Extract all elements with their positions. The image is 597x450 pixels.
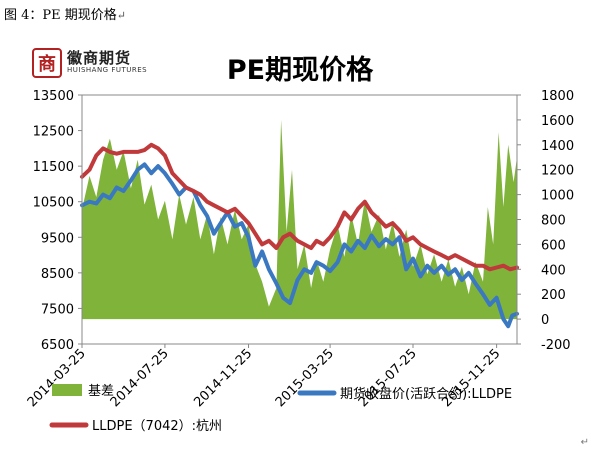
y-right-tick-label: 1200 [541, 164, 574, 179]
y-left-tick-label: 12500 [33, 125, 74, 140]
logo-name-cn: 徽商期货 [67, 49, 132, 68]
plot-area [80, 94, 519, 345]
legend-item-futures: 期货收盘价(活跃合约):LLDPE [297, 386, 512, 402]
legend-item-spot: LLDPE（7042）:杭州 [49, 419, 222, 434]
series-line-spot [80, 142, 519, 272]
company-logo: 商 徽商期货 HUISHANG FUTURES [32, 48, 147, 78]
y-right-tick-label: 200 [541, 288, 566, 303]
legend-item-basis: 基差 [52, 384, 114, 399]
y-right-tick-label: 1800 [541, 89, 574, 104]
y-right-tick-label: 0 [541, 313, 549, 328]
return-mark-icon: ↵ [580, 437, 589, 448]
paragraph-mark-icon: ↵ [116, 9, 126, 22]
y-left-tick-label: 8500 [41, 267, 74, 282]
y-left-tick-label: 10500 [33, 196, 74, 211]
logo-text: 徽商期货 HUISHANG FUTURES [67, 51, 147, 74]
y-right-tick-label: 800 [541, 214, 566, 229]
y-left-tick-label: 13500 [33, 89, 74, 104]
y-right-tick-label: 1400 [541, 139, 574, 154]
x-tick-label: 2015-03-25 [273, 346, 337, 410]
logo-name-en: HUISHANG FUTURES [67, 66, 148, 75]
y-right-tick-label: 1000 [541, 189, 574, 204]
series-line-futures [80, 162, 519, 329]
figure-caption: 图 4：PE 期现价格↵ [4, 4, 126, 23]
y-left-tick-label: 7500 [41, 302, 74, 317]
figure-caption-text: 图 4：PE 期现价格 [4, 8, 117, 23]
y-right-tick-label: 600 [541, 238, 566, 253]
x-tick-label: 2014-07-25 [108, 346, 172, 410]
y-right-tick-label: -200 [541, 338, 571, 353]
x-tick-label: 2014-11-25 [191, 346, 255, 410]
y-left-axis: 6500 7500 8500 9500 10500 11500 12500 13500 [33, 89, 83, 353]
chart-title: PE期现价格 [226, 55, 374, 86]
x-tick-label: 2014-03-25 [25, 346, 89, 410]
y-left-tick-label: 9500 [41, 231, 74, 246]
legend-label: 期货收盘价(活跃合约):LLDPE [340, 386, 512, 402]
y-right-axis: -200 0 200 400 600 800 1000 1200 1400 1600 1800 [516, 89, 574, 353]
legend-label: 基差 [88, 384, 114, 399]
legend: 基差 期货收盘价(活跃合约):LLDPE LLDPE（7042）:杭州 [49, 384, 512, 434]
y-right-tick-label: 1600 [541, 114, 574, 129]
legend-label: LLDPE（7042）:杭州 [92, 419, 222, 434]
logo-seal-icon: 商 [32, 48, 62, 78]
y-left-tick-label: 11500 [33, 160, 74, 175]
y-left-tick-label: 6500 [41, 338, 74, 353]
y-right-tick-label: 400 [541, 263, 566, 278]
legend-swatch-area [52, 384, 82, 396]
